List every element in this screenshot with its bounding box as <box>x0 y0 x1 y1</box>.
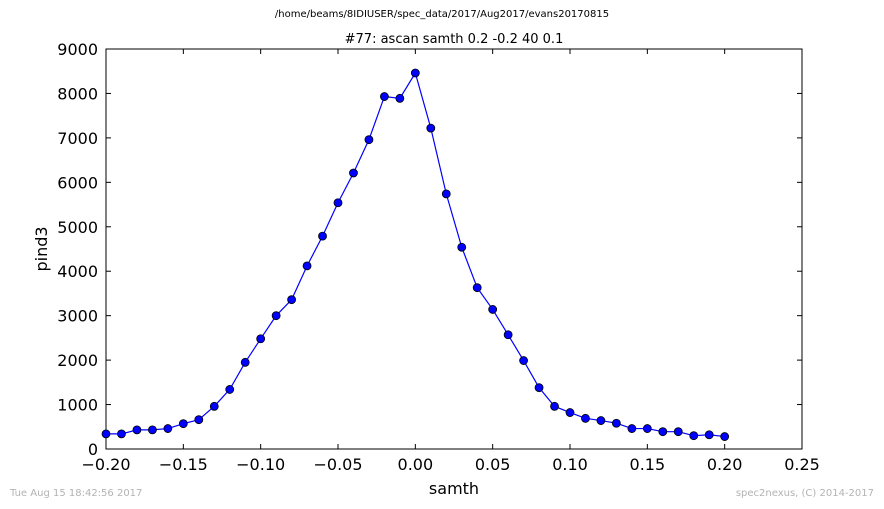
data-point <box>287 295 297 305</box>
data-point <box>472 283 482 293</box>
data-point <box>534 383 544 393</box>
data-point <box>163 424 173 433</box>
data-point <box>673 427 683 437</box>
data-point <box>488 305 498 314</box>
credit-text: spec2nexus, (C) 2014-2017 <box>735 488 874 499</box>
y-tick-label: 9000 <box>57 40 98 59</box>
y-tick-label: 6000 <box>57 173 98 192</box>
data-point <box>410 68 420 78</box>
y-axis-label: pind3 <box>32 226 51 271</box>
data-point <box>503 330 513 340</box>
data-point <box>240 357 250 367</box>
ticks-layer: −0.20 −0.15 −0.10 −0.05 0.00 0.05 0.10 0.15 0.20… <box>57 40 820 474</box>
data-point <box>704 430 714 440</box>
x-tick-label: 0.10 <box>552 455 588 474</box>
data-point <box>225 385 235 394</box>
data-point <box>720 432 730 441</box>
y-tick-label: 4000 <box>57 262 98 281</box>
data-point <box>379 92 389 101</box>
figure-suptitle: /home/beams/8IDIUSER/spec_data/2017/Aug2… <box>274 9 610 20</box>
data-point <box>101 429 111 439</box>
data-point <box>642 424 652 433</box>
data-point <box>565 408 575 417</box>
x-tick-label: −0.10 <box>236 455 285 474</box>
y-tick-label: 1000 <box>57 396 98 415</box>
series-layer <box>101 68 730 441</box>
data-point <box>333 198 343 208</box>
data-point <box>271 311 281 321</box>
x-axis-label: samth <box>429 479 479 498</box>
y-tick-label: 8000 <box>57 84 98 103</box>
data-point <box>349 168 358 178</box>
data-point <box>256 334 266 344</box>
x-tick-label: −0.15 <box>159 455 208 474</box>
data-point <box>596 416 606 425</box>
data-point <box>147 425 157 435</box>
data-point <box>209 401 219 411</box>
data-point <box>395 93 405 103</box>
data-point <box>519 356 528 365</box>
y-tick-label: 3000 <box>57 307 98 326</box>
plot-title: #77: ascan samth 0.2 -0.2 40 0.1 <box>345 32 564 47</box>
x-tick-label: −0.20 <box>81 455 130 474</box>
x-tick-label: 0.20 <box>707 455 743 474</box>
data-point <box>364 135 374 145</box>
data-point <box>194 415 204 425</box>
x-tick-label: 0.00 <box>398 455 434 474</box>
data-point <box>612 418 621 428</box>
data-point <box>658 427 668 437</box>
x-tick-label: −0.05 <box>313 455 362 474</box>
y-tick-label: 0 <box>88 440 98 459</box>
data-point <box>302 261 312 271</box>
x-tick-label: 0.15 <box>630 455 666 474</box>
data-point <box>457 242 467 252</box>
data-point <box>627 424 637 433</box>
y-tick-label: 2000 <box>57 351 98 370</box>
x-tick-label: 0.25 <box>784 455 820 474</box>
data-point <box>550 401 559 411</box>
y-tick-label: 7000 <box>57 129 98 148</box>
data-point <box>441 189 451 199</box>
data-point <box>117 429 126 439</box>
data-point <box>132 425 142 435</box>
plot-area <box>105 48 803 450</box>
data-point <box>581 413 590 423</box>
data-point <box>689 431 699 441</box>
timestamp: Tue Aug 15 18:42:56 2017 <box>10 488 143 499</box>
data-point <box>178 419 188 429</box>
x-tick-label: 0.05 <box>475 455 511 474</box>
data-point <box>426 123 436 133</box>
y-tick-label: 5000 <box>57 218 98 237</box>
data-point <box>318 231 327 241</box>
